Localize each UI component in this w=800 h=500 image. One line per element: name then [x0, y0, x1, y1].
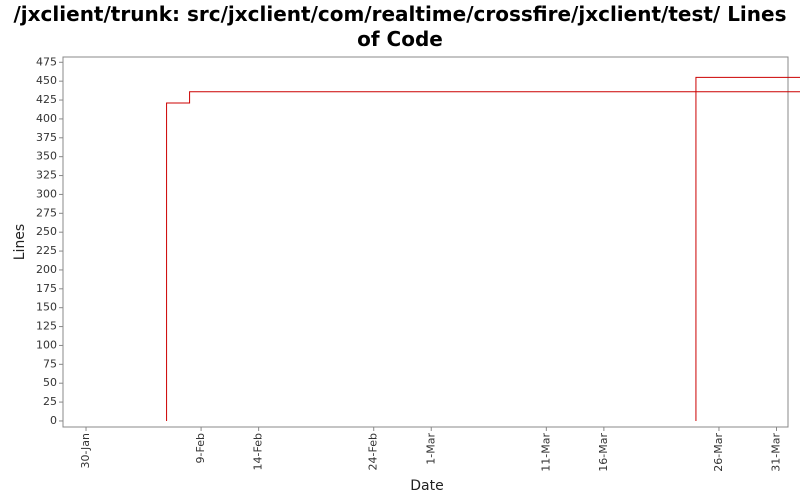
x-tick-label: 26-Mar — [712, 433, 725, 472]
y-tick-label: 100 — [36, 338, 57, 351]
plot-area — [62, 56, 789, 428]
chart-title: /jxclient/trunk: src/jxclient/com/realti… — [13, 2, 787, 51]
x-tick-label: 30-Jan — [79, 433, 92, 469]
y-tick-label: 475 — [36, 55, 57, 68]
y-tick-label: 450 — [36, 74, 57, 87]
x-tick-label: 31-Mar — [769, 433, 782, 472]
y-tick-label: 400 — [36, 112, 57, 125]
y-tick-label: 225 — [36, 244, 57, 257]
y-tick-label: 325 — [36, 169, 57, 182]
y-axis-label: Lines — [12, 224, 28, 260]
x-tick-label: 14-Feb — [252, 433, 265, 470]
y-tick-label: 25 — [43, 395, 57, 408]
y-tick-label: 250 — [36, 225, 57, 238]
line — [166, 76, 800, 421]
x-axis-label: Date — [410, 478, 443, 494]
y-tick-label: 300 — [36, 187, 57, 200]
y-tick-label: 0 — [50, 414, 57, 427]
y-tick-label: 425 — [36, 93, 57, 106]
y-tick-label: 375 — [36, 131, 57, 144]
x-tick-label: 9-Feb — [194, 433, 207, 463]
y-tick-label: 350 — [36, 150, 57, 163]
y-tick-label: 75 — [43, 357, 57, 370]
y-tick-label: 150 — [36, 301, 57, 314]
x-tick-label: 16-Mar — [597, 433, 610, 472]
x-tick-label: 11-Mar — [539, 433, 552, 472]
x-tick-label: 24-Feb — [367, 433, 380, 470]
y-tick-label: 275 — [36, 206, 57, 219]
y-tick-label: 125 — [36, 320, 57, 333]
y-tick-label: 175 — [36, 282, 57, 295]
y-tick-label: 50 — [43, 376, 57, 389]
y-tick-label: 200 — [36, 263, 57, 276]
x-tick-label: 1-Mar — [424, 433, 437, 465]
